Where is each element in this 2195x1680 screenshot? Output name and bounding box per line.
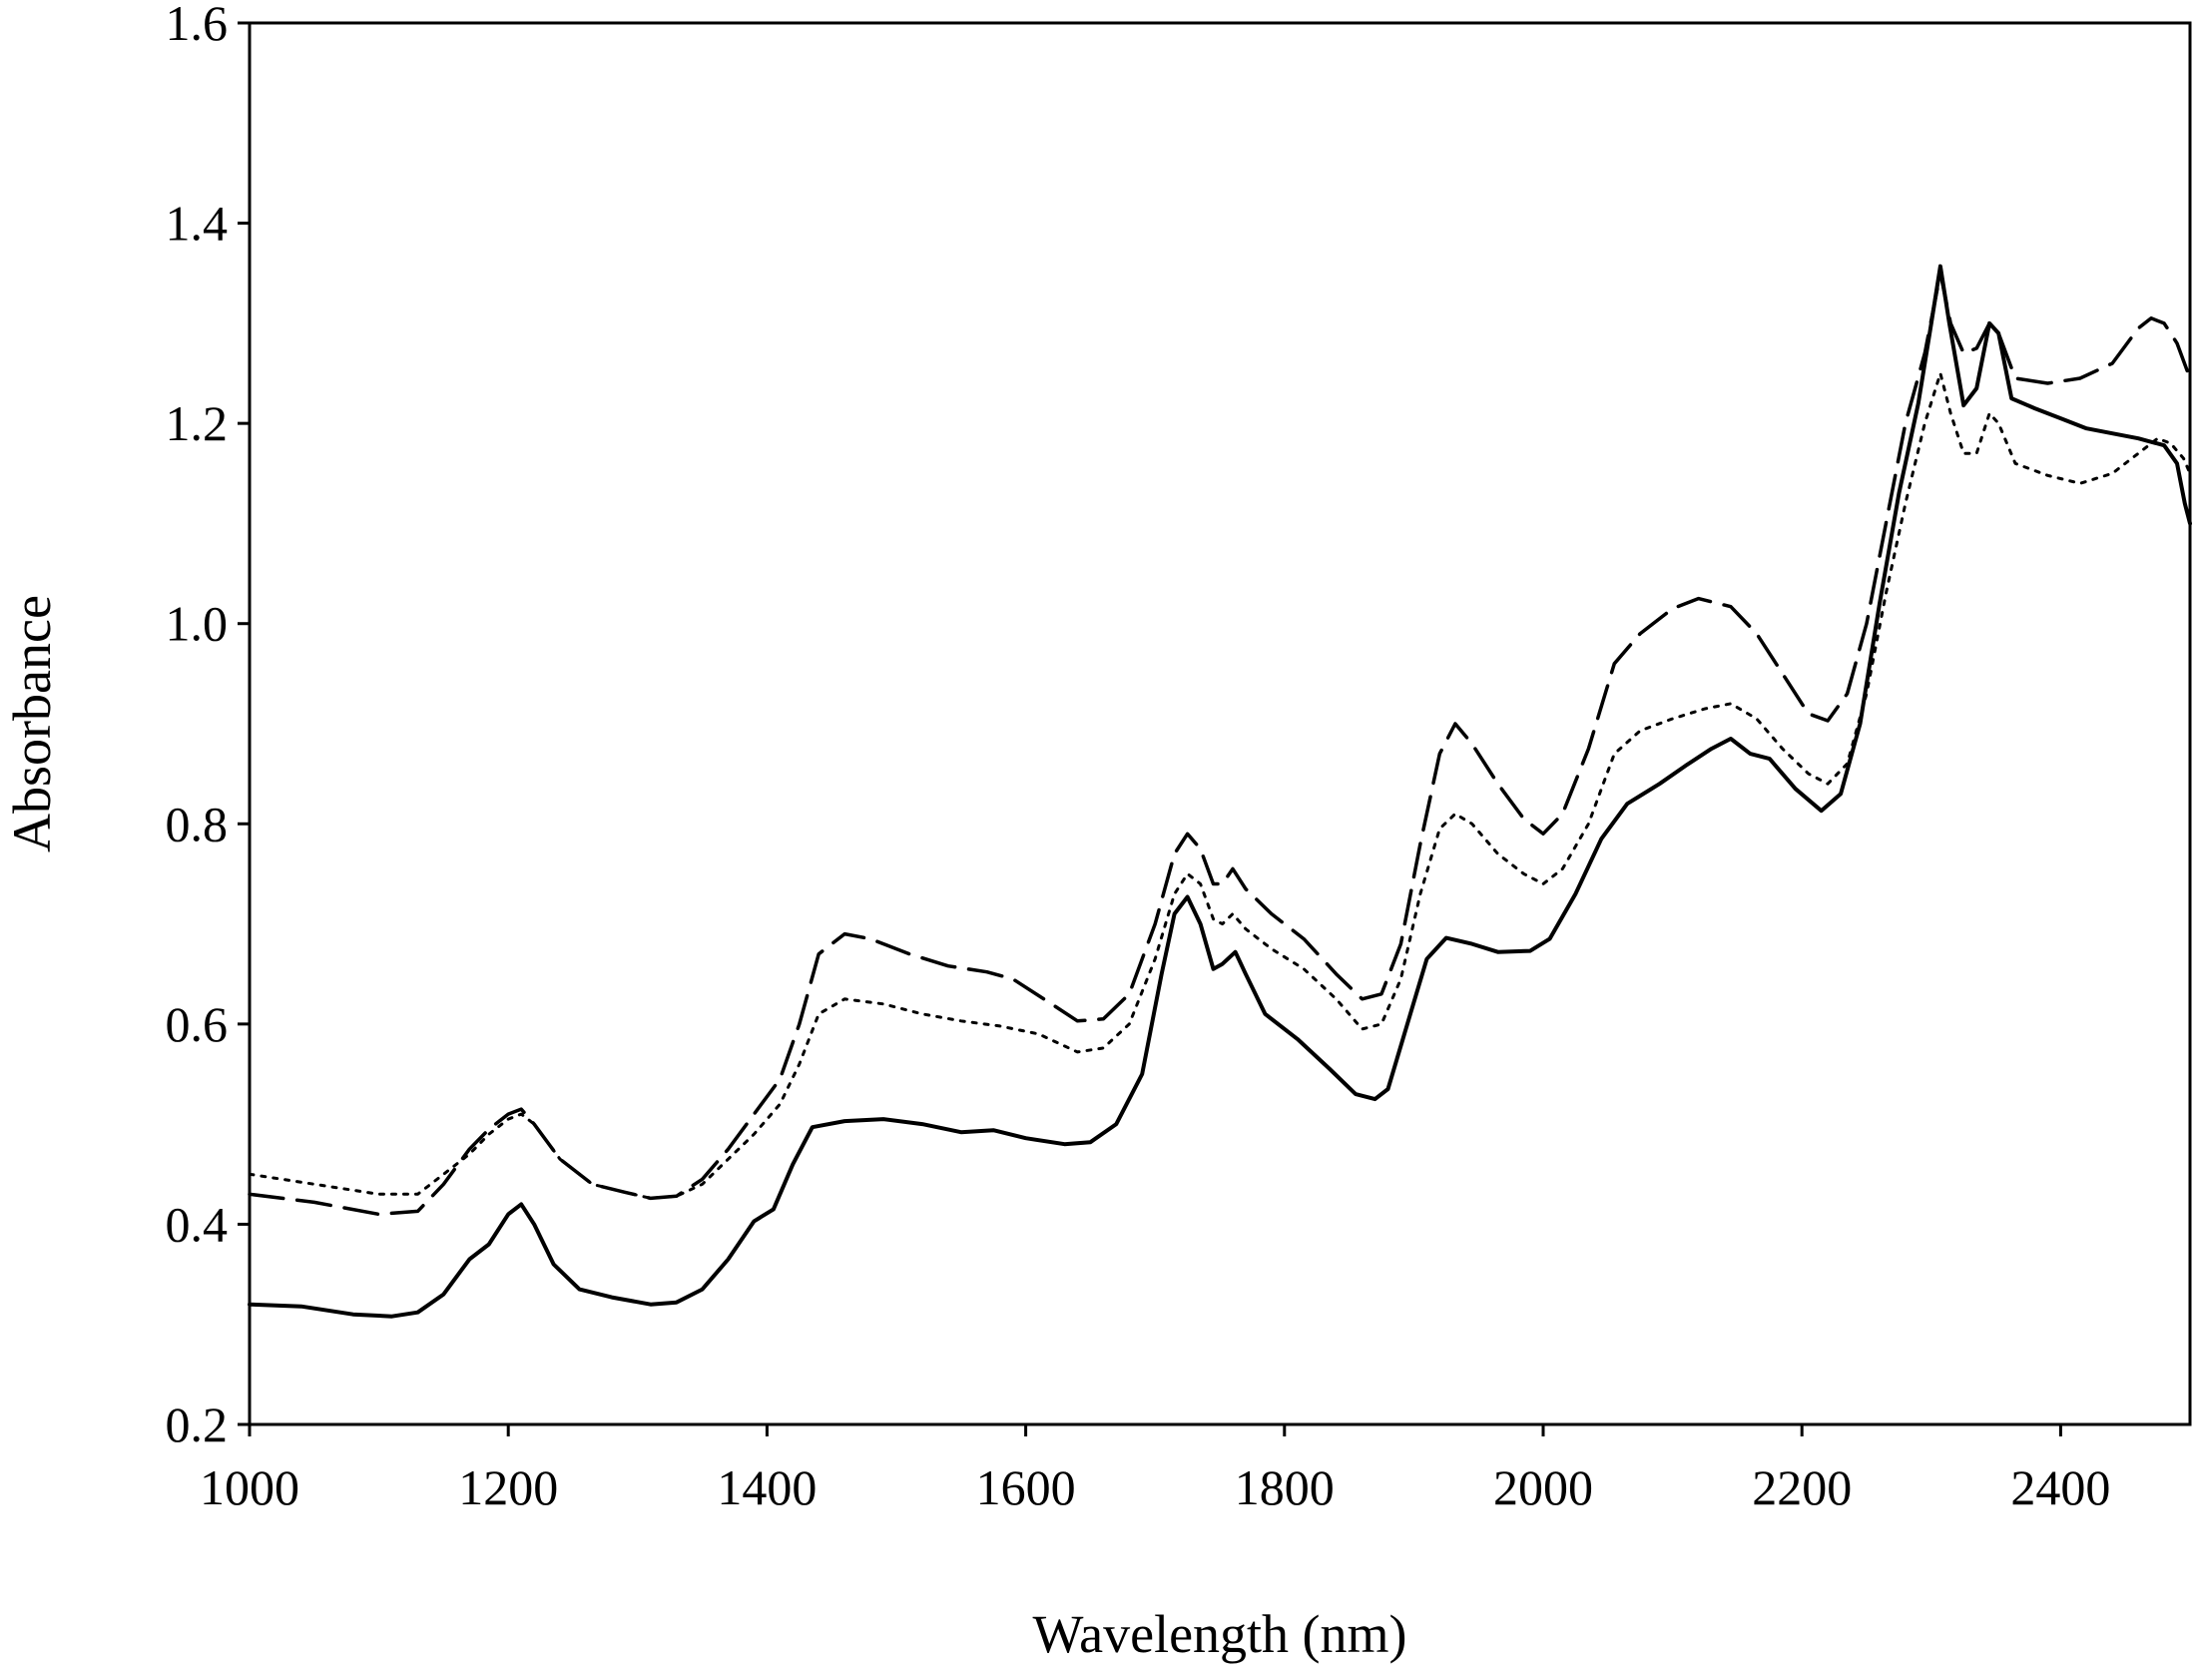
x-tick-label: 1000 (200, 1459, 299, 1515)
y-tick-label: 1.6 (166, 0, 229, 51)
x-tick-label: 1200 (458, 1459, 558, 1515)
y-axis-tick-labels: 0.2 0.4 0.6 0.8 1.0 1.2 1.4 1.6 (166, 0, 229, 1452)
y-tick-label: 0.4 (166, 1196, 229, 1252)
series-line-solid (248, 264, 2192, 1319)
x-tick-label: 2000 (1493, 1459, 1593, 1515)
series-line-dotted (248, 371, 2192, 1200)
plot-frame (248, 21, 2192, 1426)
x-tick-label: 1800 (1235, 1459, 1335, 1515)
y-tick-label: 1.4 (166, 196, 229, 252)
x-tick-label: 2400 (2010, 1459, 2110, 1515)
y-tick-label: 1.0 (166, 596, 229, 652)
y-axis-ticks (238, 21, 250, 1426)
x-axis-ticks (248, 1424, 2062, 1436)
x-tick-label: 2200 (1752, 1459, 1852, 1515)
x-axis-title: Wavelength (nm) (1032, 1604, 1406, 1664)
y-axis-title: Absorbance (2, 595, 62, 852)
x-tick-label: 1400 (717, 1459, 817, 1515)
x-axis-tick-labels: 1000 1200 1400 1600 1800 2000 2200 2400 (200, 1459, 2110, 1515)
y-tick-label: 0.6 (166, 996, 229, 1052)
x-tick-label: 1600 (976, 1459, 1076, 1515)
y-tick-label: 0.8 (166, 796, 229, 851)
y-tick-label: 0.2 (166, 1397, 229, 1452)
y-tick-label: 1.2 (166, 395, 229, 451)
series-line-dashed (248, 271, 2192, 1217)
series-layer (248, 264, 2192, 1319)
